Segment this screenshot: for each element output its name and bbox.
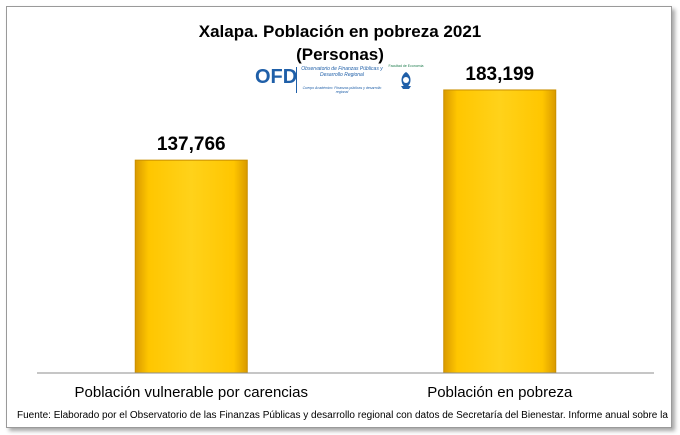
- chart-frame: [6, 6, 672, 428]
- category-label-2: Población en pobreza: [427, 384, 573, 401]
- chart-subtitle: (Personas): [296, 45, 384, 64]
- data-label-2: 183,199: [465, 64, 534, 85]
- ofd-logo: OFD Observatorio de Finanzas Públicas y …: [255, 64, 425, 98]
- logo-acronym: OFD: [255, 66, 298, 88]
- logo-name-line2: Desarrollo Regional: [320, 72, 364, 78]
- data-label-1: 137,766: [157, 134, 226, 155]
- category-label-1: Población vulnerable por carencias: [75, 384, 308, 401]
- university-seal: Facultad de Economía: [388, 64, 424, 98]
- seal-label: Facultad de Economía: [388, 64, 424, 68]
- logo-tagline: Cuerpo Académico: Finanzas públicas y de…: [302, 86, 382, 94]
- bar-1: [134, 159, 248, 374]
- logo-name: Observatorio de Finanzas Públicas y Desa…: [299, 66, 385, 78]
- chart-title: Xalapa. Población en pobreza 2021: [198, 22, 482, 41]
- source-note: Fuente: Elaborado por el Observatorio de…: [17, 410, 668, 421]
- logo-name-line1: Observatorio de Finanzas Públicas y: [301, 66, 383, 72]
- logo-divider: [296, 67, 297, 93]
- seal-icon: [401, 72, 411, 89]
- bar-2: [443, 89, 557, 374]
